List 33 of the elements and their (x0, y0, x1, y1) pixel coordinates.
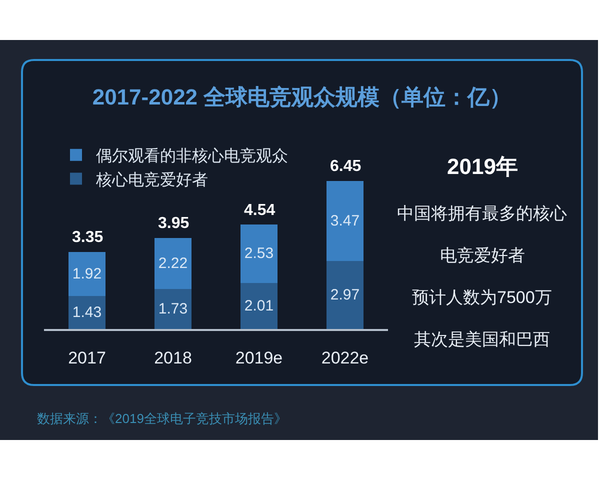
text: 预计人数为7500万 (412, 288, 552, 307)
data-label: 2.53 (244, 245, 274, 262)
total-label: 4.54 (244, 202, 276, 219)
total-label: 6.45 (330, 158, 362, 175)
bar (326, 260, 364, 329)
legend-label: 核心电竞爱好者 (95, 170, 208, 189)
total-label: 3.95 (158, 215, 190, 232)
data-label: 1.92 (72, 266, 102, 283)
source-note: 数据来源：《2019全球电子竞技市场报告》 (37, 411, 287, 426)
bar (154, 289, 192, 329)
x-tick-label: 2018 (154, 348, 192, 368)
data-label: 3.47 (330, 212, 360, 230)
text: 中国将拥有最多的核心 (397, 204, 567, 223)
text: 2019年 (447, 154, 518, 179)
text: 电竞爱好者 (440, 246, 525, 265)
bar (154, 238, 192, 290)
total-label: 3.35 (72, 229, 104, 246)
legend-label: 偶尔观看的非核心电竞观众 (96, 147, 288, 166)
bar (326, 181, 364, 261)
data-label: 2.97 (330, 286, 360, 304)
bar (68, 296, 106, 329)
text: 其次是美国和巴西 (414, 330, 550, 349)
bar (240, 282, 278, 329)
chart-title: 2017-2022 全球电竞观众规模（单位：亿） (92, 84, 512, 110)
bar (68, 252, 106, 296)
x-tick-label: 2022e (321, 348, 369, 368)
x-tick-label: 2017 (68, 348, 106, 368)
data-label: 1.43 (72, 304, 102, 322)
data-label: 2.01 (244, 297, 274, 314)
x-tick-label: 2019e (235, 348, 283, 368)
data-label: 1.73 (158, 300, 188, 318)
bar (240, 224, 278, 283)
data-label: 2.22 (158, 255, 188, 272)
